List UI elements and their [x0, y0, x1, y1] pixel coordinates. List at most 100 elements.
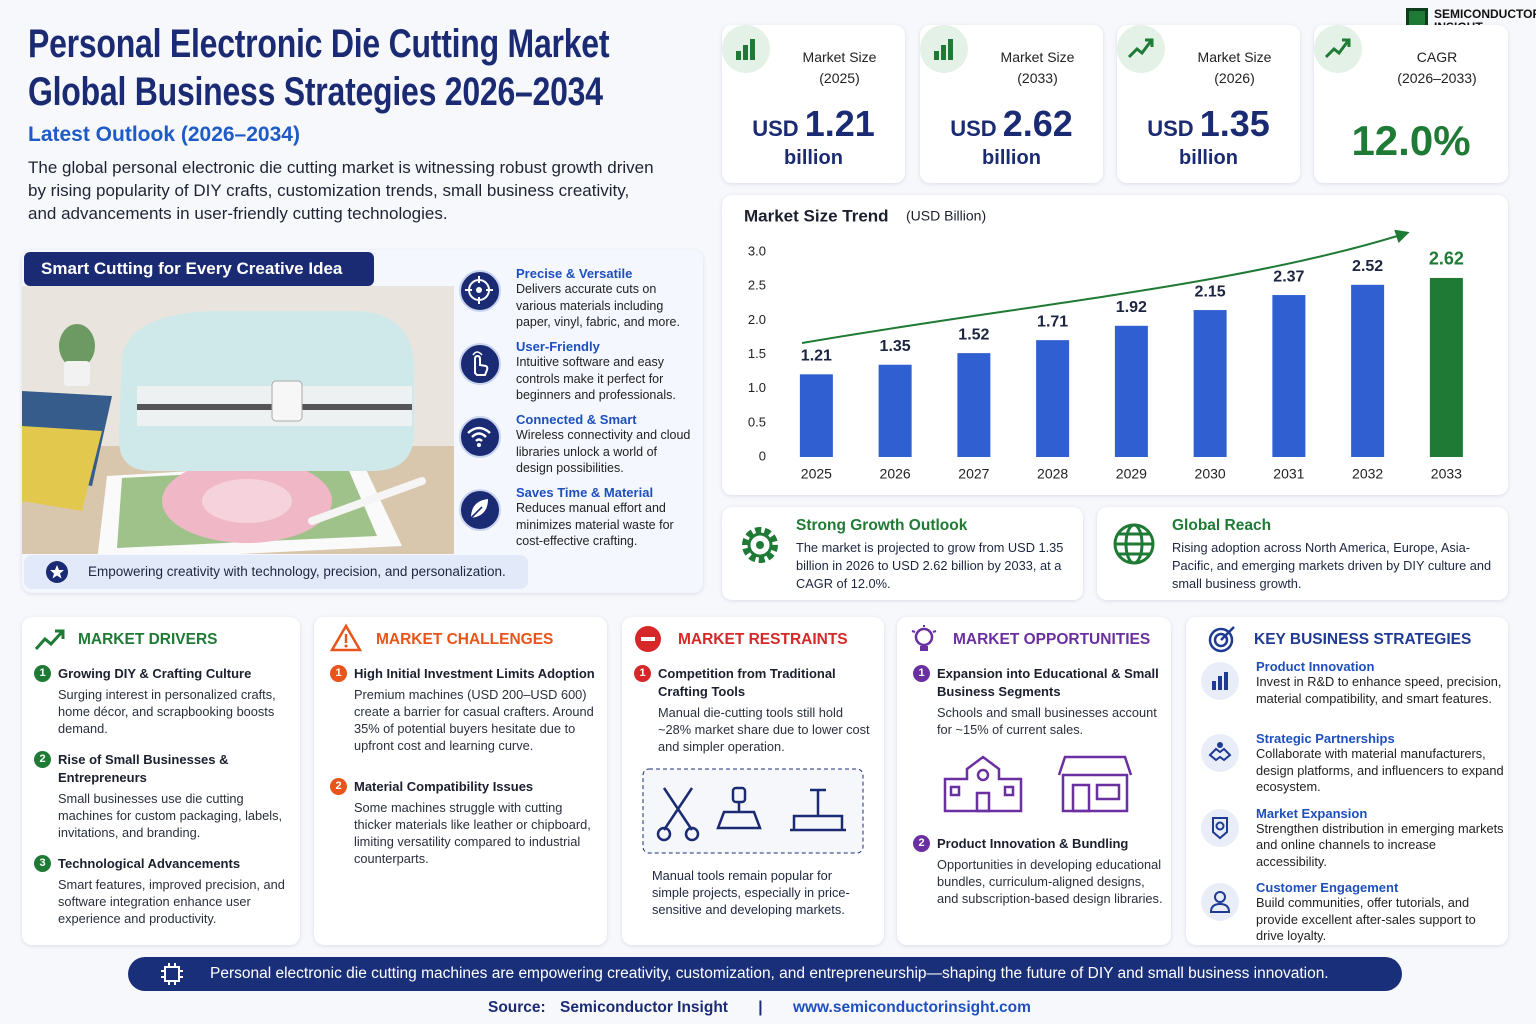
- section-item: 1 Expansion into Educational & Small Busi…: [901, 665, 1165, 738]
- feature-title: Saves Time & Material: [516, 485, 654, 500]
- section-title: MARKET OPPORTUNITIES: [953, 631, 1151, 648]
- section-title: MARKET DRIVERS: [78, 631, 218, 648]
- item-list: 2 Product Innovation & Bundling Opportunit…: [901, 835, 1165, 921]
- kpi-period: (2026–2033): [1397, 70, 1477, 86]
- section-item: 2 Material Compatibility Issues Some machi…: [318, 778, 598, 867]
- warning-icon: [330, 623, 362, 652]
- feature-icon: [459, 343, 501, 385]
- bulb-icon: [911, 625, 937, 651]
- x-tick-label: 2027: [958, 466, 989, 482]
- item-list: 1 Growing DIY & Crafting Culture Surging i…: [22, 665, 292, 941]
- target-icon: [1208, 626, 1235, 653]
- star-icon: [46, 561, 68, 583]
- x-tick-label: 2032: [1352, 466, 1383, 482]
- item-text: Manual die-cutting tools still hold ~28%…: [658, 705, 870, 754]
- kpi-currency: USD: [752, 116, 799, 141]
- x-tick-label: 2031: [1273, 466, 1304, 482]
- feature-badge: Smart Cutting for Every Creative Idea: [24, 252, 374, 286]
- feature-title: User-Friendly: [516, 339, 600, 354]
- strategy-icon: [1201, 734, 1239, 772]
- card-text: The market is projected to grow from USD…: [796, 540, 1064, 591]
- item-title: Technological Advancements: [58, 856, 241, 871]
- card-text: Rising adoption across North America, Eu…: [1172, 540, 1492, 591]
- section-item: 1 High Initial Investment Limits Adoption…: [318, 665, 598, 754]
- outlook-card: Global Reach Rising adoption across Nort…: [1097, 507, 1508, 600]
- section-item: 1 Growing DIY & Crafting Culture Surging i…: [22, 665, 292, 737]
- kpi-value: 12.0%: [1351, 117, 1471, 164]
- chart-card: Market Size Trend (USD Billion) 0 0.5 1.0 1…: [722, 195, 1508, 495]
- kpi-unit: billion: [1179, 147, 1238, 169]
- kpi-period: (2025): [819, 70, 860, 86]
- bar: [878, 364, 912, 457]
- item-title: Growing DIY & Crafting Culture: [58, 666, 252, 681]
- feature-panel: Smart Cutting for Every Creative Idea Pr…: [22, 250, 703, 593]
- section-card: MARKET RESTRAINTS 1 Competition from Trad…: [622, 617, 884, 945]
- value-label: 1.71: [1037, 313, 1068, 330]
- feature-icon: [459, 489, 501, 531]
- strategy-icon: [1201, 808, 1239, 847]
- x-tick-label: 2028: [1037, 466, 1068, 482]
- item-number: 2: [330, 778, 347, 795]
- value-label: 2.62: [1429, 249, 1464, 269]
- tools-illustration: [642, 768, 864, 854]
- item-number: 3: [34, 855, 51, 872]
- bar: [1036, 340, 1070, 457]
- gear-icon: [742, 527, 778, 563]
- kpi-label-block: CAGR (2026–2033): [1374, 47, 1500, 89]
- chart-subtitle: (USD Billion): [906, 208, 986, 224]
- strategy-title: Product Innovation: [1256, 659, 1375, 674]
- kpi-period: (2026): [1214, 70, 1255, 86]
- bar: [1193, 310, 1227, 457]
- kpi-value-row: USD 1.21: [722, 103, 905, 145]
- kpi-value: 1.35: [1199, 103, 1270, 144]
- kpi-label-block: Market Size (2026): [1177, 47, 1292, 89]
- bar: [1429, 277, 1463, 457]
- kpi-label-block: Market Size (2033): [980, 47, 1095, 89]
- bar: [1272, 295, 1306, 457]
- feature-text: Wireless connectivity and cloud librarie…: [516, 428, 691, 475]
- kpi-currency: USD: [950, 116, 997, 141]
- feature-text: Reduces manual effort and minimizes mate…: [516, 501, 674, 548]
- x-tick-label: 2029: [1116, 466, 1147, 482]
- value-label: 1.35: [880, 338, 911, 355]
- item-list: 1 Competition from Traditional Crafting T…: [622, 665, 878, 769]
- bar: [957, 353, 991, 457]
- strategy-item: Customer Engagement Build communities, of…: [1186, 880, 1504, 945]
- strategy-item: Strategic Partnerships Collaborate with m…: [1186, 731, 1504, 796]
- x-tick-label: 2033: [1431, 466, 1462, 482]
- item-list: 1 High Initial Investment Limits Adoption…: [318, 665, 598, 768]
- section-item: 2 Rise of Small Businesses & Entrepreneur…: [22, 751, 292, 841]
- feature-footer-bar: Empowering creativity with technology, p…: [24, 555, 528, 589]
- source-label: Source:: [488, 999, 546, 1016]
- kpi-value: 1.21: [804, 103, 875, 144]
- card-title: Global Reach: [1172, 517, 1272, 534]
- kpi-value: 2.62: [1002, 103, 1073, 144]
- section-item: 3 Technological Advancements Smart feature…: [22, 855, 292, 927]
- y-tick-label: 0: [759, 448, 766, 463]
- kpi-period: (2033): [1017, 70, 1058, 86]
- value-label: 2.52: [1352, 258, 1383, 275]
- item-number: 1: [34, 665, 51, 682]
- kpi-card: CAGR (2026–2033) 12.0%: [1314, 25, 1508, 183]
- value-label: 2.15: [1195, 283, 1226, 300]
- item-list: 1 Expansion into Educational & Small Busi…: [901, 665, 1165, 752]
- kpi-unit: billion: [784, 147, 843, 169]
- section-card: MARKET OPPORTUNITIES 1 Expansion into Edu…: [897, 617, 1171, 945]
- item-text: Premium machines (USD 200–USD 600) creat…: [354, 687, 594, 753]
- title-line-2: Global Business Strategies 2026–2034: [28, 70, 603, 114]
- strategy-text: Strengthen distribution in emerging mark…: [1256, 820, 1504, 869]
- feature-item: User-Friendly Intuitive software and easy…: [516, 339, 696, 404]
- y-tick-label: 1.0: [748, 380, 766, 395]
- kpi-label: Market Size: [802, 49, 877, 65]
- bar: [799, 374, 833, 457]
- section-item: 1 Competition from Traditional Crafting T…: [622, 665, 878, 755]
- section-caption: Manual tools remain popular for simple p…: [652, 868, 850, 917]
- value-label: 1.92: [1116, 299, 1147, 316]
- source-line: Source: Semiconductor Insight | www.semi…: [488, 999, 1031, 1017]
- source-url[interactable]: www.semiconductorinsight.com: [792, 999, 1031, 1016]
- chip-icon: [161, 963, 183, 985]
- feature-icon: [459, 270, 501, 312]
- kpi-card: Market Size (2025) USD 1.21 billion: [722, 25, 905, 183]
- section-card: MARKET CHALLENGES 1 High Initial Investme…: [314, 617, 607, 945]
- feature-text: Delivers accurate cuts on various materi…: [516, 282, 680, 329]
